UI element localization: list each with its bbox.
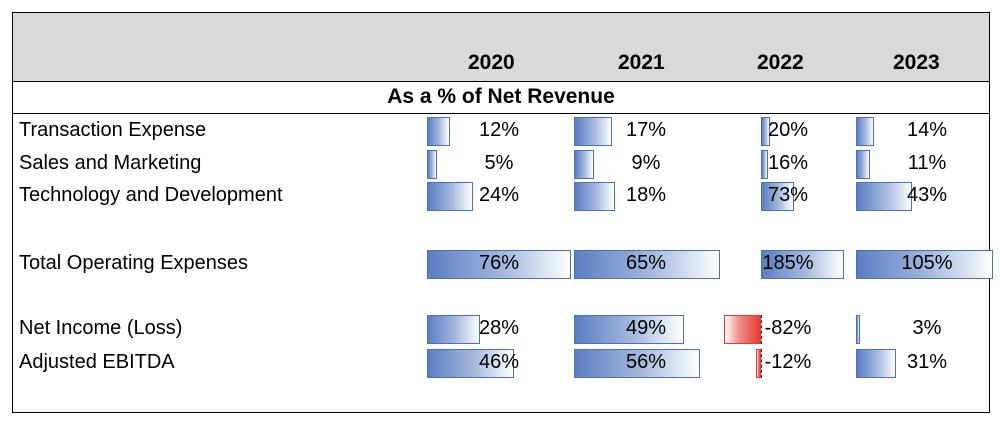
data-bar-2023 [856, 349, 897, 378]
data-bar-2022 [761, 150, 769, 179]
data-bar-2022 [761, 182, 794, 211]
row-label: Technology and Development [19, 184, 283, 206]
data-bar-2023 [856, 150, 871, 179]
value-label-2022: 20% [767, 119, 809, 141]
data-bar-2020 [427, 250, 572, 279]
row-label: Net Income (Loss) [19, 317, 183, 339]
data-bar-2023 [856, 315, 860, 344]
subtitle-divider [13, 113, 989, 114]
value-label-2021: 56% [625, 351, 667, 373]
data-bar-2021 [574, 182, 615, 211]
year-header-2020: 2020 [468, 51, 515, 74]
data-bar-2022 [761, 250, 845, 279]
zero-axis-marker [761, 349, 762, 378]
data-bar-2020 [427, 349, 515, 378]
value-label-2022: -82% [764, 317, 812, 339]
value-label-2023: 11% [907, 152, 947, 174]
year-header-2021: 2021 [618, 51, 665, 74]
value-label-2021: 49% [625, 317, 667, 339]
row-label: Transaction Expense [19, 119, 207, 141]
data-table: 2020 2021 2022 2023 As a % of Net Revenu… [12, 12, 993, 413]
value-label-2021: 9% [631, 152, 661, 174]
value-label-2021: 65% [625, 252, 667, 274]
row-label: Adjusted EBITDA [19, 351, 175, 373]
value-label-2020: 46% [478, 351, 520, 373]
value-label-2020: 28% [478, 317, 520, 339]
zero-axis-marker [761, 315, 762, 344]
data-bar-2020 [427, 182, 473, 211]
row-label: Total Operating Expenses [19, 252, 249, 274]
value-label-2022: -12% [764, 351, 812, 373]
data-bar-2021 [574, 117, 613, 146]
value-label-2023: 105% [901, 252, 953, 274]
value-label-2020: 76% [478, 252, 520, 274]
value-label-2023: 14% [906, 119, 948, 141]
data-bar-2020 [427, 117, 450, 146]
data-bar-2021 [574, 315, 685, 344]
data-bar-2023 [856, 250, 993, 279]
row-label: Sales and Marketing [19, 152, 202, 174]
data-bar-2021 [574, 349, 700, 378]
data-bar-2022 [761, 117, 770, 146]
value-label-2022: 185% [762, 252, 814, 274]
value-label-2020: 12% [478, 119, 520, 141]
data-bar-2022 [724, 315, 761, 344]
data-bar-2021 [574, 250, 721, 279]
value-label-2023: 3% [912, 317, 942, 339]
year-header-2022: 2022 [757, 51, 804, 74]
value-label-2023: 43% [906, 184, 948, 206]
value-label-2023: 31% [906, 351, 948, 373]
value-label-2020: 5% [484, 152, 514, 174]
value-label-2021: 18% [625, 184, 667, 206]
data-bar-2023 [856, 182, 912, 211]
value-label-2022: 73% [767, 184, 809, 206]
data-bar-2023 [856, 117, 875, 146]
header-band: 2020 2021 2022 2023 [13, 13, 989, 82]
value-label-2022: 16% [767, 152, 809, 174]
year-header-2023: 2023 [893, 51, 940, 74]
section-subtitle: As a % of Net Revenue [387, 85, 615, 108]
data-bar-2020 [427, 315, 481, 344]
value-label-2020: 24% [478, 184, 520, 206]
data-bar-2020 [427, 150, 437, 179]
value-label-2021: 17% [625, 119, 667, 141]
data-bar-2022 [755, 349, 761, 378]
data-bar-2021 [574, 150, 595, 179]
